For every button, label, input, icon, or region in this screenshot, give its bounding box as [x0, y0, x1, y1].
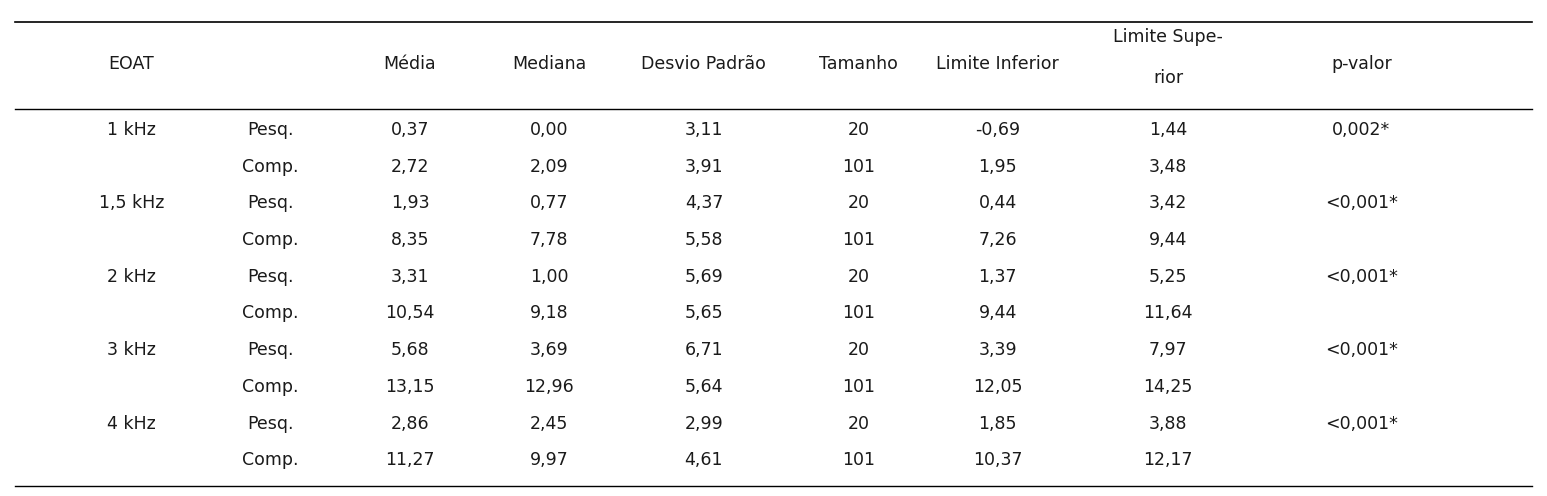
- Text: Mediana: Mediana: [512, 56, 586, 73]
- Text: Pesq.: Pesq.: [248, 341, 294, 359]
- Text: 20: 20: [848, 194, 869, 212]
- Text: Comp.: Comp.: [243, 451, 299, 469]
- Text: 1,93: 1,93: [391, 194, 429, 212]
- Text: <0,001*: <0,001*: [1324, 415, 1398, 433]
- Text: 7,97: 7,97: [1149, 341, 1187, 359]
- Text: 6,71: 6,71: [685, 341, 722, 359]
- Text: 13,15: 13,15: [385, 378, 435, 396]
- Text: 2 kHz: 2 kHz: [107, 268, 156, 286]
- Text: rior: rior: [1153, 69, 1183, 87]
- Text: 101: 101: [842, 158, 876, 176]
- Text: 4 kHz: 4 kHz: [107, 415, 156, 433]
- Text: 10,37: 10,37: [973, 451, 1023, 469]
- Text: 5,64: 5,64: [685, 378, 722, 396]
- Text: 2,45: 2,45: [531, 415, 568, 433]
- Text: Tamanho: Tamanho: [820, 56, 897, 73]
- Text: 12,96: 12,96: [524, 378, 574, 396]
- Text: Comp.: Comp.: [243, 378, 299, 396]
- Text: 0,002*: 0,002*: [1332, 121, 1391, 139]
- Text: 10,54: 10,54: [385, 305, 435, 322]
- Text: 20: 20: [848, 341, 869, 359]
- Text: 1,00: 1,00: [531, 268, 568, 286]
- Text: 101: 101: [842, 305, 876, 322]
- Text: 2,72: 2,72: [391, 158, 429, 176]
- Text: 5,58: 5,58: [685, 231, 722, 249]
- Text: 7,78: 7,78: [531, 231, 568, 249]
- Text: 3,31: 3,31: [391, 268, 429, 286]
- Text: Pesq.: Pesq.: [248, 268, 294, 286]
- Text: 4,61: 4,61: [685, 451, 722, 469]
- Text: 5,69: 5,69: [684, 268, 724, 286]
- Text: 1,85: 1,85: [979, 415, 1016, 433]
- Text: 14,25: 14,25: [1143, 378, 1193, 396]
- Text: 5,65: 5,65: [685, 305, 722, 322]
- Text: 3,11: 3,11: [685, 121, 722, 139]
- Text: 20: 20: [848, 121, 869, 139]
- Text: 2,99: 2,99: [684, 415, 724, 433]
- Text: 3 kHz: 3 kHz: [107, 341, 156, 359]
- Text: 20: 20: [848, 415, 869, 433]
- Text: 11,27: 11,27: [385, 451, 435, 469]
- Text: <0,001*: <0,001*: [1324, 194, 1398, 212]
- Text: 1,44: 1,44: [1149, 121, 1187, 139]
- Text: p-valor: p-valor: [1330, 56, 1392, 73]
- Text: 101: 101: [842, 378, 876, 396]
- Text: 5,68: 5,68: [391, 341, 429, 359]
- Text: 8,35: 8,35: [391, 231, 429, 249]
- Text: 3,48: 3,48: [1149, 158, 1187, 176]
- Text: Pesq.: Pesq.: [248, 121, 294, 139]
- Text: 101: 101: [842, 451, 876, 469]
- Text: 0,77: 0,77: [531, 194, 568, 212]
- Text: EOAT: EOAT: [108, 56, 155, 73]
- Text: 3,91: 3,91: [685, 158, 722, 176]
- Text: 9,18: 9,18: [531, 305, 568, 322]
- Text: 3,42: 3,42: [1149, 194, 1187, 212]
- Text: 3,69: 3,69: [529, 341, 569, 359]
- Text: 20: 20: [848, 268, 869, 286]
- Text: 3,39: 3,39: [979, 341, 1016, 359]
- Text: Desvio Padrão: Desvio Padrão: [642, 56, 766, 73]
- Text: 1 kHz: 1 kHz: [107, 121, 156, 139]
- Text: Pesq.: Pesq.: [248, 194, 294, 212]
- Text: 0,37: 0,37: [391, 121, 429, 139]
- Text: Comp.: Comp.: [243, 158, 299, 176]
- Text: Comp.: Comp.: [243, 305, 299, 322]
- Text: 2,09: 2,09: [531, 158, 568, 176]
- Text: 7,26: 7,26: [979, 231, 1016, 249]
- Text: Média: Média: [384, 56, 436, 73]
- Text: 1,95: 1,95: [979, 158, 1016, 176]
- Text: 12,05: 12,05: [973, 378, 1023, 396]
- Text: -0,69: -0,69: [975, 121, 1021, 139]
- Text: 9,44: 9,44: [1149, 231, 1187, 249]
- Text: Limite Inferior: Limite Inferior: [936, 56, 1060, 73]
- Text: <0,001*: <0,001*: [1324, 268, 1398, 286]
- Text: 4,37: 4,37: [685, 194, 722, 212]
- Text: 9,44: 9,44: [979, 305, 1016, 322]
- Text: Limite Supe-: Limite Supe-: [1112, 28, 1224, 46]
- Text: 12,17: 12,17: [1143, 451, 1193, 469]
- Text: 0,00: 0,00: [531, 121, 568, 139]
- Text: 11,64: 11,64: [1143, 305, 1193, 322]
- Text: 1,37: 1,37: [979, 268, 1016, 286]
- Text: Pesq.: Pesq.: [248, 415, 294, 433]
- Text: Comp.: Comp.: [243, 231, 299, 249]
- Text: 0,44: 0,44: [979, 194, 1016, 212]
- Text: <0,001*: <0,001*: [1324, 341, 1398, 359]
- Text: 5,25: 5,25: [1149, 268, 1187, 286]
- Text: 9,97: 9,97: [529, 451, 569, 469]
- Text: 2,86: 2,86: [391, 415, 429, 433]
- Text: 101: 101: [842, 231, 876, 249]
- Text: 3,88: 3,88: [1149, 415, 1187, 433]
- Text: 1,5 kHz: 1,5 kHz: [99, 194, 164, 212]
